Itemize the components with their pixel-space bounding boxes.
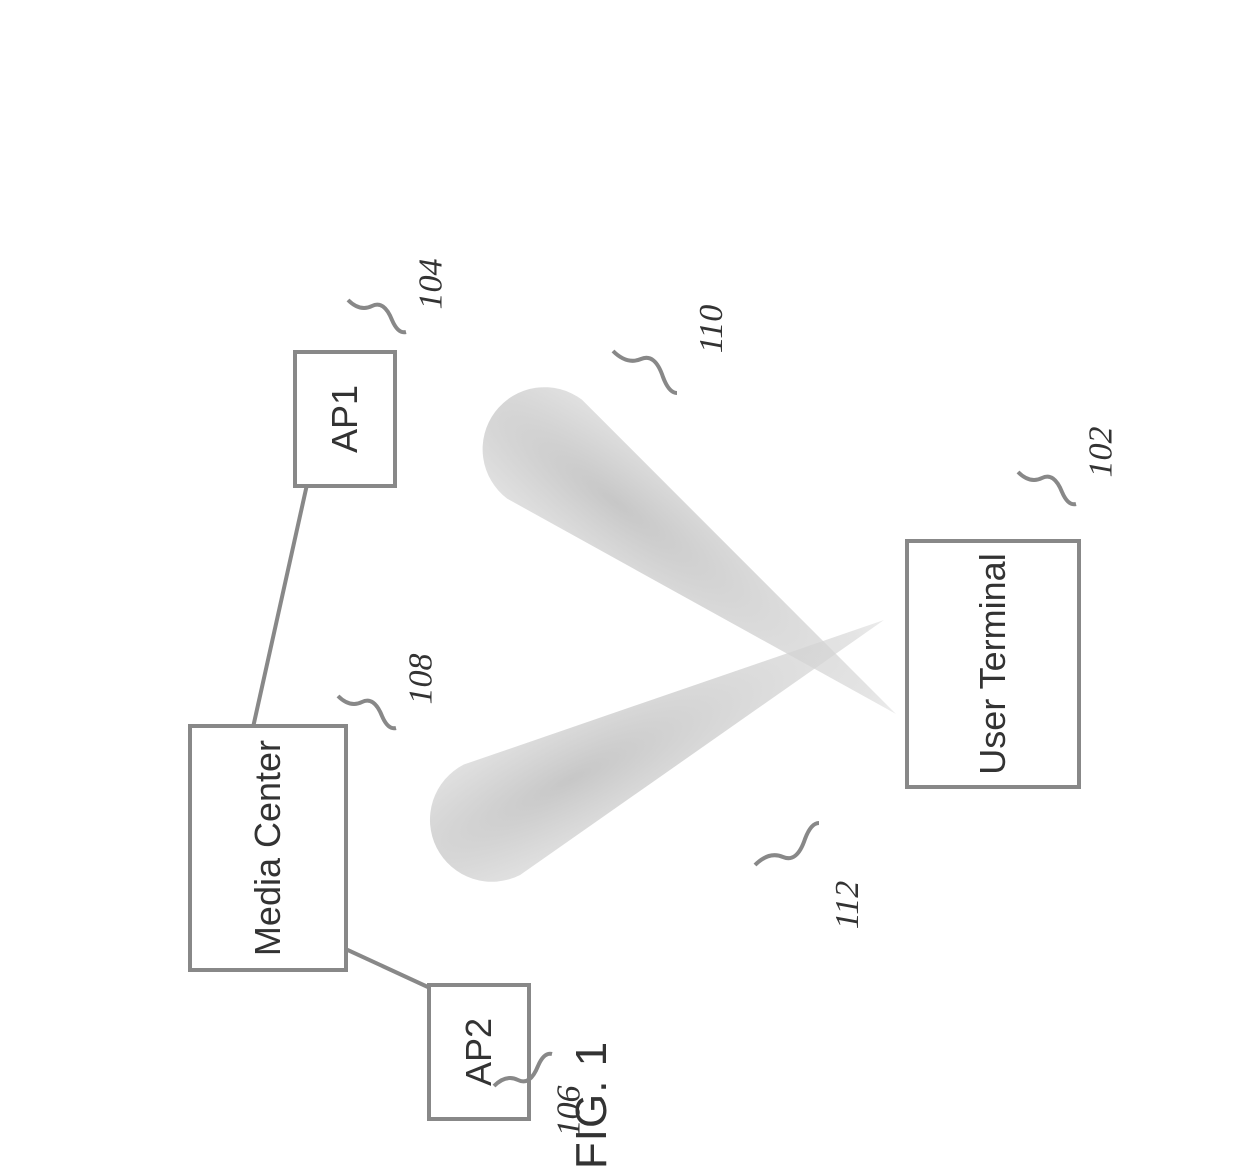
ref-112: 112 <box>829 881 867 929</box>
user-terminal-node: User Terminal <box>905 539 1081 789</box>
figure-label: FIG. 1 <box>567 1041 617 1169</box>
squiggle-112 <box>751 815 821 875</box>
media-center-label: Media Center <box>247 740 288 956</box>
ap1-node: AP1 <box>293 350 397 488</box>
ref-102: 102 <box>1083 427 1121 478</box>
ap1-label: AP1 <box>324 385 366 453</box>
diagram-container: Media Center AP1 AP2 User Terminal 108 1… <box>0 0 1240 1163</box>
squiggle-108 <box>334 688 398 736</box>
ref-104: 104 <box>413 259 451 310</box>
squiggle-102 <box>1014 464 1078 512</box>
squiggle-104 <box>344 292 408 340</box>
ref-110: 110 <box>693 305 731 353</box>
squiggle-106 <box>490 1048 554 1096</box>
user-terminal-label: User Terminal <box>972 553 1013 774</box>
media-center-node: Media Center <box>188 724 348 972</box>
ref-108: 108 <box>403 654 441 705</box>
squiggle-110 <box>609 343 679 403</box>
